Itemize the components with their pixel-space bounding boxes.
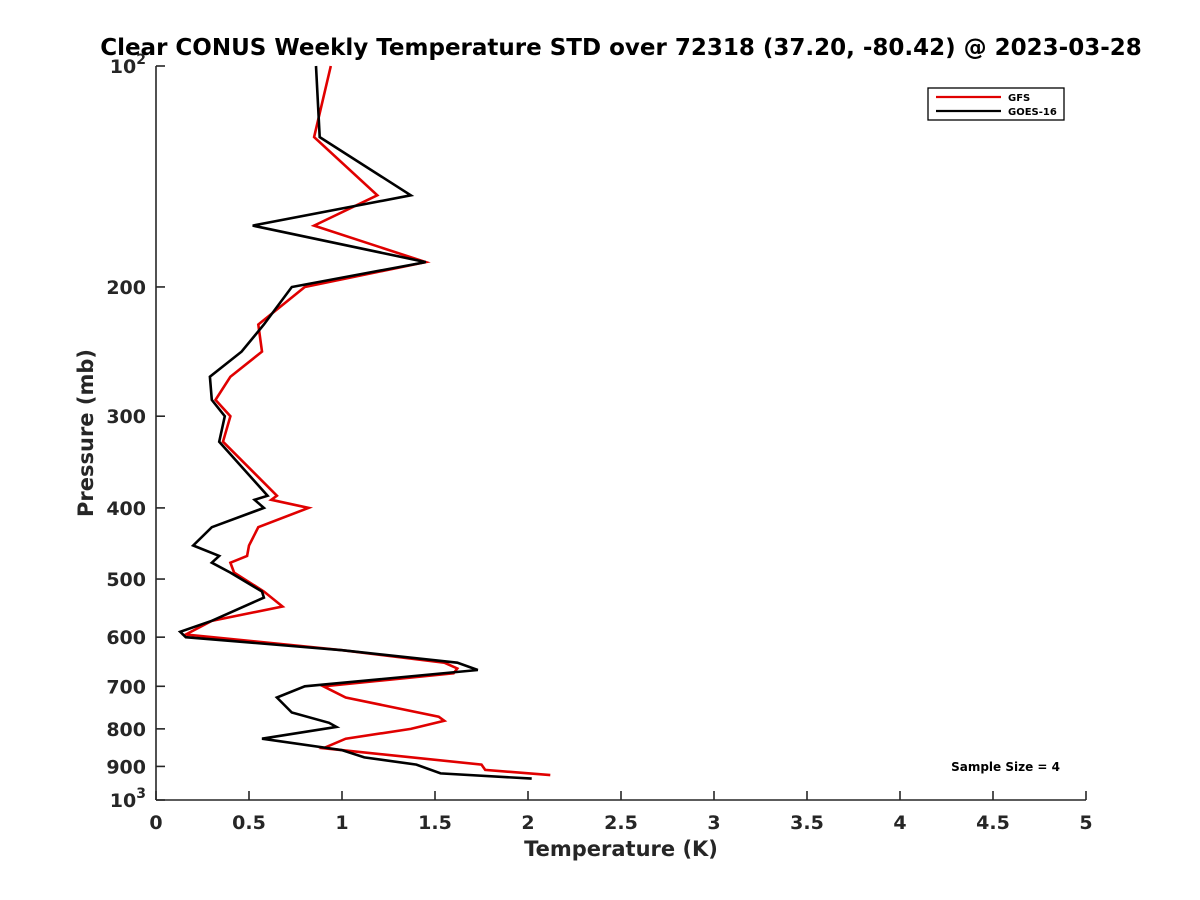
legend: GFS GOES-16 <box>927 87 1065 121</box>
x-tick-label: 3.5 <box>790 812 824 834</box>
x-tick-label: 4.5 <box>976 812 1010 834</box>
y-tick-label: 300 <box>106 406 146 428</box>
y-tick-label: 800 <box>106 719 146 741</box>
y-axis-label: Pressure (mb) <box>74 349 98 517</box>
x-tick-label: 4 <box>893 812 906 834</box>
series-layer <box>177 65 551 780</box>
y-tick-label: 500 <box>106 569 146 591</box>
x-tick-label: 5 <box>1079 812 1092 834</box>
y-tick-label: 400 <box>106 498 146 520</box>
y-tick-label: 700 <box>106 676 146 698</box>
y-tick-label: 600 <box>106 627 146 649</box>
x-tick-label: 1 <box>335 812 348 834</box>
x-ticks: 0 0.5 1 1.5 2 2.5 3 3.5 4 4.5 5 <box>149 791 1093 834</box>
legend-label-gfs: GFS <box>1008 93 1030 104</box>
x-tick-label: 2.5 <box>604 812 638 834</box>
x-tick-label: 0 <box>149 812 162 834</box>
y-tick-label: 200 <box>106 277 146 299</box>
x-tick-label: 3 <box>707 812 720 834</box>
x-tick-label: 0.5 <box>232 812 266 834</box>
x-tick-label: 2 <box>521 812 534 834</box>
series-line-goes16 <box>177 65 532 780</box>
legend-box <box>927 87 1065 121</box>
x-tick-label: 1.5 <box>418 812 452 834</box>
y-tick-label: 900 <box>106 756 146 778</box>
chart-title: Clear CONUS Weekly Temperature STD over … <box>100 35 1142 61</box>
y-tick-label: 103 <box>110 786 146 812</box>
x-axis-label: Temperature (K) <box>524 837 718 861</box>
legend-label-goes16: GOES-16 <box>1008 107 1057 118</box>
sample-size-annotation: Sample Size = 4 <box>951 760 1060 774</box>
